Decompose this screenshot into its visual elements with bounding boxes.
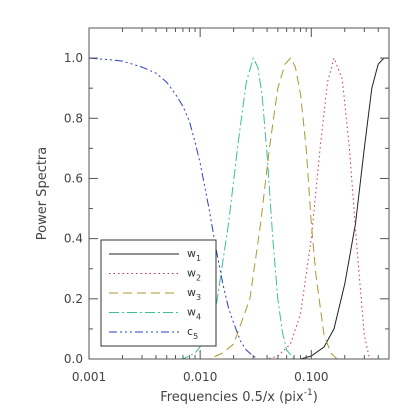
plot-frame: [88, 27, 390, 360]
axis-ticks: [88, 27, 390, 360]
legend-label: w3: [187, 286, 201, 302]
y-tick-label: 0.8: [64, 111, 83, 125]
y-tick-label: 0.0: [64, 352, 83, 366]
series-line-c5: [89, 57, 259, 359]
y-tick-label: 0.2: [64, 292, 83, 306]
series-line-w1: [89, 57, 389, 359]
x-tick-label: 0.010: [183, 370, 217, 384]
series-curves: [89, 56, 389, 359]
x-axis-title-close: ): [313, 390, 318, 405]
x-axis-title: Frequencies 0.5/x (pix-1): [160, 388, 318, 405]
y-tick-label: 0.4: [64, 232, 83, 246]
x-tick-label: 0.001: [72, 370, 106, 384]
series-line-w3: [89, 57, 389, 359]
x-axis-title-sup: -1: [304, 388, 313, 398]
y-tick-label: 1.0: [64, 51, 83, 65]
tick-labels: 0.001 0.010 0.100 0.0 0.2 0.4 0.6 0.8 1.0: [64, 51, 329, 384]
legend: w1 w2 w3 w4 c5: [100, 239, 217, 347]
legend-label: w2: [187, 267, 201, 283]
y-tick-label: 0.6: [64, 171, 83, 185]
series-line-w4: [89, 56, 389, 359]
x-tick-label: 0.100: [294, 370, 328, 384]
legend-label: w4: [187, 306, 201, 322]
legend-label: c5: [187, 325, 198, 341]
y-axis-title: Power Spectra: [35, 147, 50, 241]
x-axis-title-text: Frequencies 0.5/x (pix: [160, 390, 304, 405]
legend-label: w1: [187, 247, 201, 263]
legend-items: w1 w2 w3 w4 c5: [109, 247, 201, 341]
